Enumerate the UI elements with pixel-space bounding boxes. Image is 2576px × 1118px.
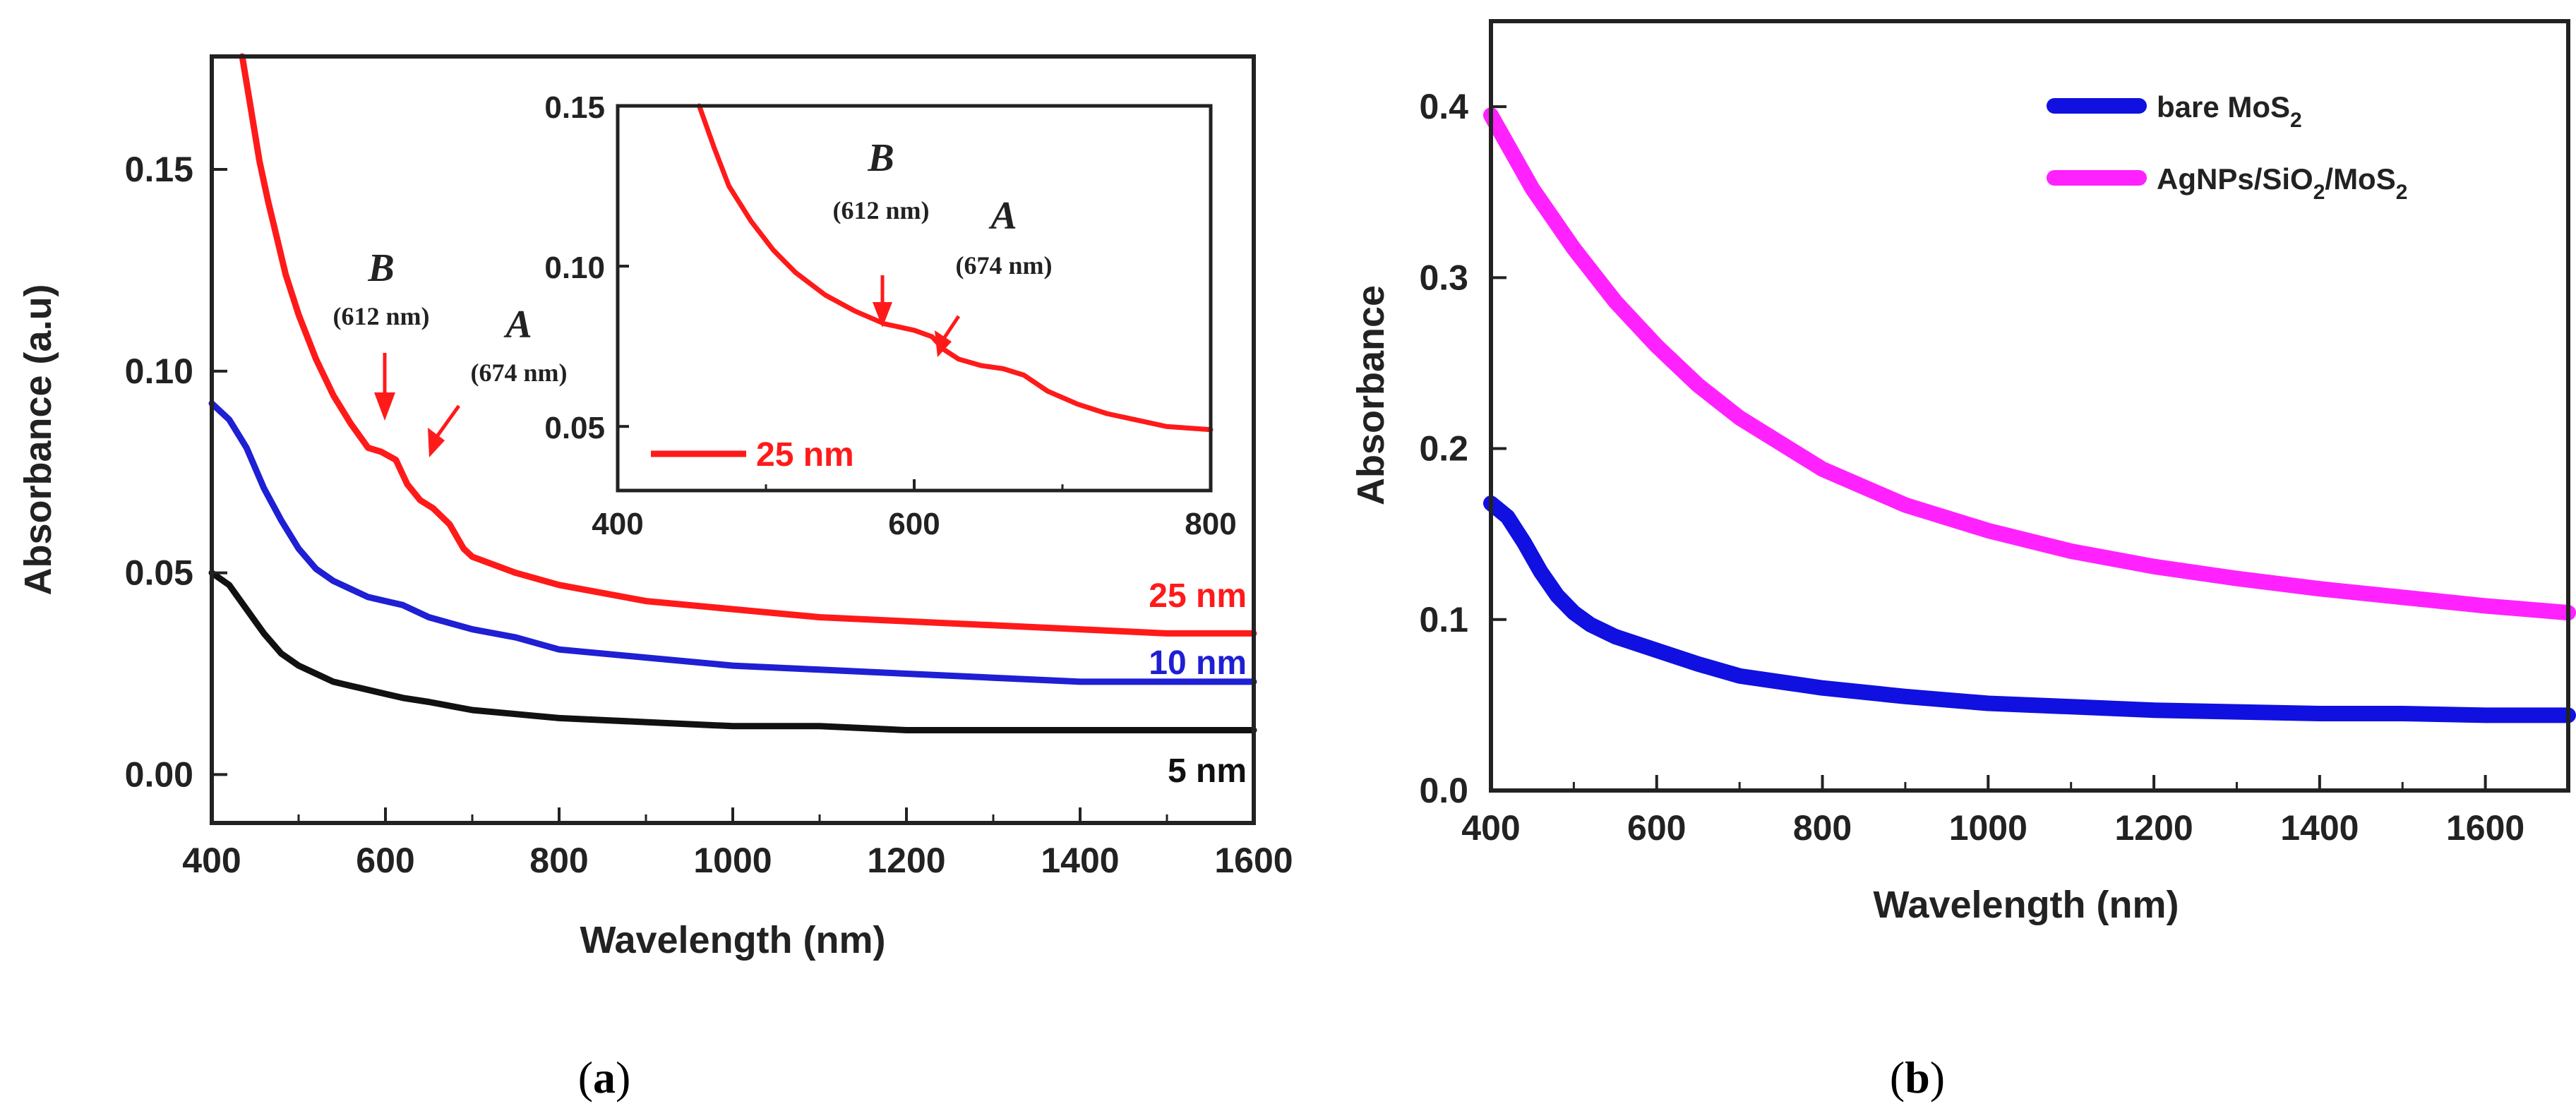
- panel-b-ytick-label: 0.1: [1419, 600, 1468, 639]
- panel-a-caption: (a): [578, 1052, 631, 1102]
- panel-b-xtick-label: 800: [1793, 808, 1852, 848]
- inset-legend: 25 nm: [651, 436, 854, 474]
- panel-b-xlabel: Wavelength (nm): [1873, 884, 2179, 926]
- panel-b-xtick-label: 400: [1461, 808, 1520, 848]
- series-line-bare-mos2: [1483, 495, 2576, 723]
- inset-annotation-a-letter: A: [988, 194, 1017, 238]
- legend-label-bare-mos2: bare MoS2: [2157, 90, 2302, 132]
- inset-annotation-a-arrow: [935, 315, 961, 357]
- inset-annotation-b-arrow: [873, 275, 892, 327]
- inset-xtick-label: 600: [888, 507, 940, 541]
- panel-b-plot-frame: [1489, 19, 2570, 793]
- annotation-a-letter: A: [503, 303, 532, 347]
- panel-a-inset: 400 600 800 0.05 0.10 0.15 25 nm B (612 nm) A…: [544, 90, 1236, 541]
- chart-panel-a: 400 600 800 1000 1200 1400 1600 0.00 0.05 0.10 0.1…: [17, 53, 1293, 1102]
- panel-b-xtick-label: 1000: [1949, 808, 2027, 848]
- inset-ytick-label: 0.15: [544, 90, 605, 125]
- panel-a-xtick-label: 1200: [867, 841, 945, 880]
- panel-b-ytick-label: 0.4: [1419, 87, 1468, 126]
- panel-a-xtick-label: 800: [529, 841, 588, 880]
- panel-a-series: [208, 53, 1257, 733]
- inset-xtick-label: 400: [592, 507, 643, 541]
- panel-b-caption: (b): [1890, 1052, 1945, 1102]
- panel-a-xlabel: Wavelength (nm): [580, 919, 885, 961]
- series-line-agnps-sio2-mos2: [1483, 107, 2576, 621]
- panel-b-legend: bare MoS2 AgNPs/SiO2/MoS2: [2047, 90, 2407, 204]
- annotation-a-arrow: [428, 404, 461, 457]
- panel-a-xtick-label: 1600: [1214, 841, 1293, 880]
- inset-xtick-label: 800: [1185, 507, 1236, 541]
- legend-label-agnps-sio2-mos2: AgNPs/SiO2/MoS2: [2157, 162, 2407, 204]
- series-label-25nm: 25 nm: [1149, 577, 1247, 615]
- series-label-10nm: 10 nm: [1149, 644, 1247, 682]
- panel-b-ytick-label: 0.3: [1419, 258, 1468, 297]
- panel-b-ticks: 400 600 800 1000 1200 1400 1600 0.0 0.1 0.2 0.3 0.4: [1419, 87, 2524, 848]
- inset-ticks: 400 600 800 0.05 0.10 0.15: [544, 90, 1236, 541]
- annotation-b-wavelength: (612 nm): [333, 302, 430, 330]
- panel-a-xtick-label: 400: [182, 841, 241, 880]
- series-line-10nm: [208, 400, 1257, 685]
- inset-ytick-label: 0.05: [544, 411, 605, 445]
- panel-a-ytick-label: 0.00: [125, 755, 193, 794]
- annotation-b-letter: B: [367, 246, 394, 290]
- panel-b-xtick-label: 1400: [2280, 808, 2359, 848]
- series-line-5nm: [208, 570, 1257, 733]
- series-line-25nm: [239, 53, 1257, 637]
- inset-annotation-a-wavelength: (674 nm): [956, 251, 1053, 280]
- panel-b-xtick-label: 1600: [2446, 808, 2524, 848]
- panel-b-xtick-label: 1200: [2114, 808, 2193, 848]
- annotation-b-arrow: [374, 353, 395, 421]
- panel-b-ytick-label: 0.2: [1419, 429, 1468, 469]
- panel-a-xtick-label: 1000: [693, 841, 772, 880]
- panel-a-ytick-label: 0.10: [125, 351, 193, 391]
- panel-a-xtick-label: 1400: [1041, 841, 1119, 880]
- inset-background: [618, 106, 1211, 491]
- panel-b-ytick-label: 0.0: [1419, 771, 1468, 810]
- inset-ytick-label: 0.10: [544, 251, 605, 285]
- panel-b-ylabel: Absorbance: [1350, 285, 1392, 505]
- chart-panel-b: 400 600 800 1000 1200 1400 1600 0.0 0.1 0.2 0.3 0.4…: [1350, 19, 2576, 1102]
- panel-a-ticks: 400 600 800 1000 1200 1400 1600 0.00 0.05 0.10 0.1…: [125, 150, 1293, 880]
- series-label-5nm: 5 nm: [1168, 752, 1247, 790]
- inset-annotation-b-letter: B: [867, 136, 894, 180]
- panel-b-series: [1483, 107, 2576, 723]
- panel-a-xtick-label: 600: [356, 841, 414, 880]
- panel-a-ytick-label: 0.15: [125, 150, 193, 189]
- inset-legend-label: 25 nm: [756, 436, 854, 474]
- annotation-a-wavelength: (674 nm): [471, 359, 568, 387]
- inset-annotation-b-wavelength: (612 nm): [833, 196, 930, 224]
- panel-a-ytick-label: 0.05: [125, 553, 193, 593]
- panel-a-ylabel: Absorbance (a.u): [17, 284, 59, 595]
- panel-b-xtick-label: 600: [1627, 808, 1686, 848]
